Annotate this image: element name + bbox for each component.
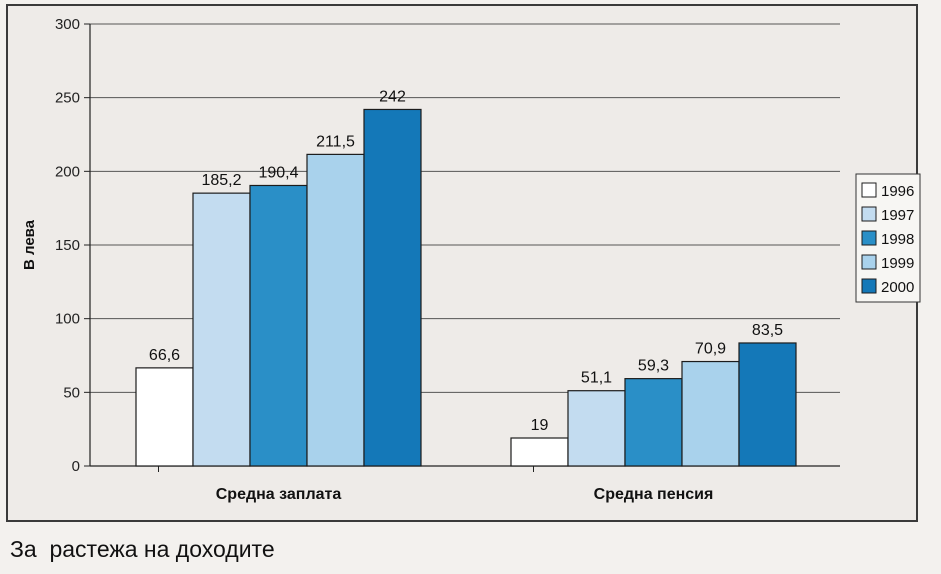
bar [135,367,194,467]
data-label: 70,9 [695,341,726,358]
legend-label: 2000 [881,279,914,296]
legend-label: 1997 [881,207,914,224]
data-label: 242 [379,88,406,105]
x-tick-label: Средна заплата [216,486,342,503]
data-label: 66,6 [149,347,180,364]
label-layer: 66,6 185,2 190,4 211,5 242 Средна заплата 19 51… [149,88,783,503]
y-tick-label: 100 [55,311,80,328]
bar [681,360,740,467]
data-label: 185,2 [201,172,241,189]
y-tick-label: 250 [55,90,80,107]
data-label: 83,5 [752,322,783,339]
bar [249,184,308,467]
legend-swatch [861,182,877,198]
y-tick-label: 50 [63,384,80,401]
bar [363,108,422,467]
y-tick-label: 0 [72,458,80,475]
legend-swatch [861,254,877,270]
data-label: 59,3 [638,358,669,375]
legend: 1996 1997 1998 1999 2000 [855,173,921,303]
bar-layer [135,108,797,467]
data-label: 51,1 [581,370,612,387]
data-label: 211,5 [316,133,355,150]
y-axis-title: В лева [21,219,38,270]
y-tick-label: 300 [55,16,80,33]
bar [192,192,251,467]
caption: За растежа на доходите [10,536,275,562]
legend-swatch [861,206,877,222]
legend-label: 1996 [881,183,914,200]
data-label: 190,4 [258,164,298,181]
legend-swatch [861,230,877,246]
y-tick-label: 150 [55,237,80,254]
x-tick-label: Средна пенсия [594,486,714,503]
data-label: 19 [531,417,549,434]
bar-chart: 0 50 100 150 200 250 300 66,6 185,2 190,4 211,5 24… [21,16,921,503]
bar [510,437,569,467]
legend-label: 1998 [881,231,914,248]
bar [624,378,683,467]
y-tick-label: 200 [55,163,80,180]
legend-label: 1999 [881,255,914,272]
bar [738,342,797,467]
bar [567,390,626,467]
bar [306,153,365,467]
legend-swatch [861,278,877,294]
